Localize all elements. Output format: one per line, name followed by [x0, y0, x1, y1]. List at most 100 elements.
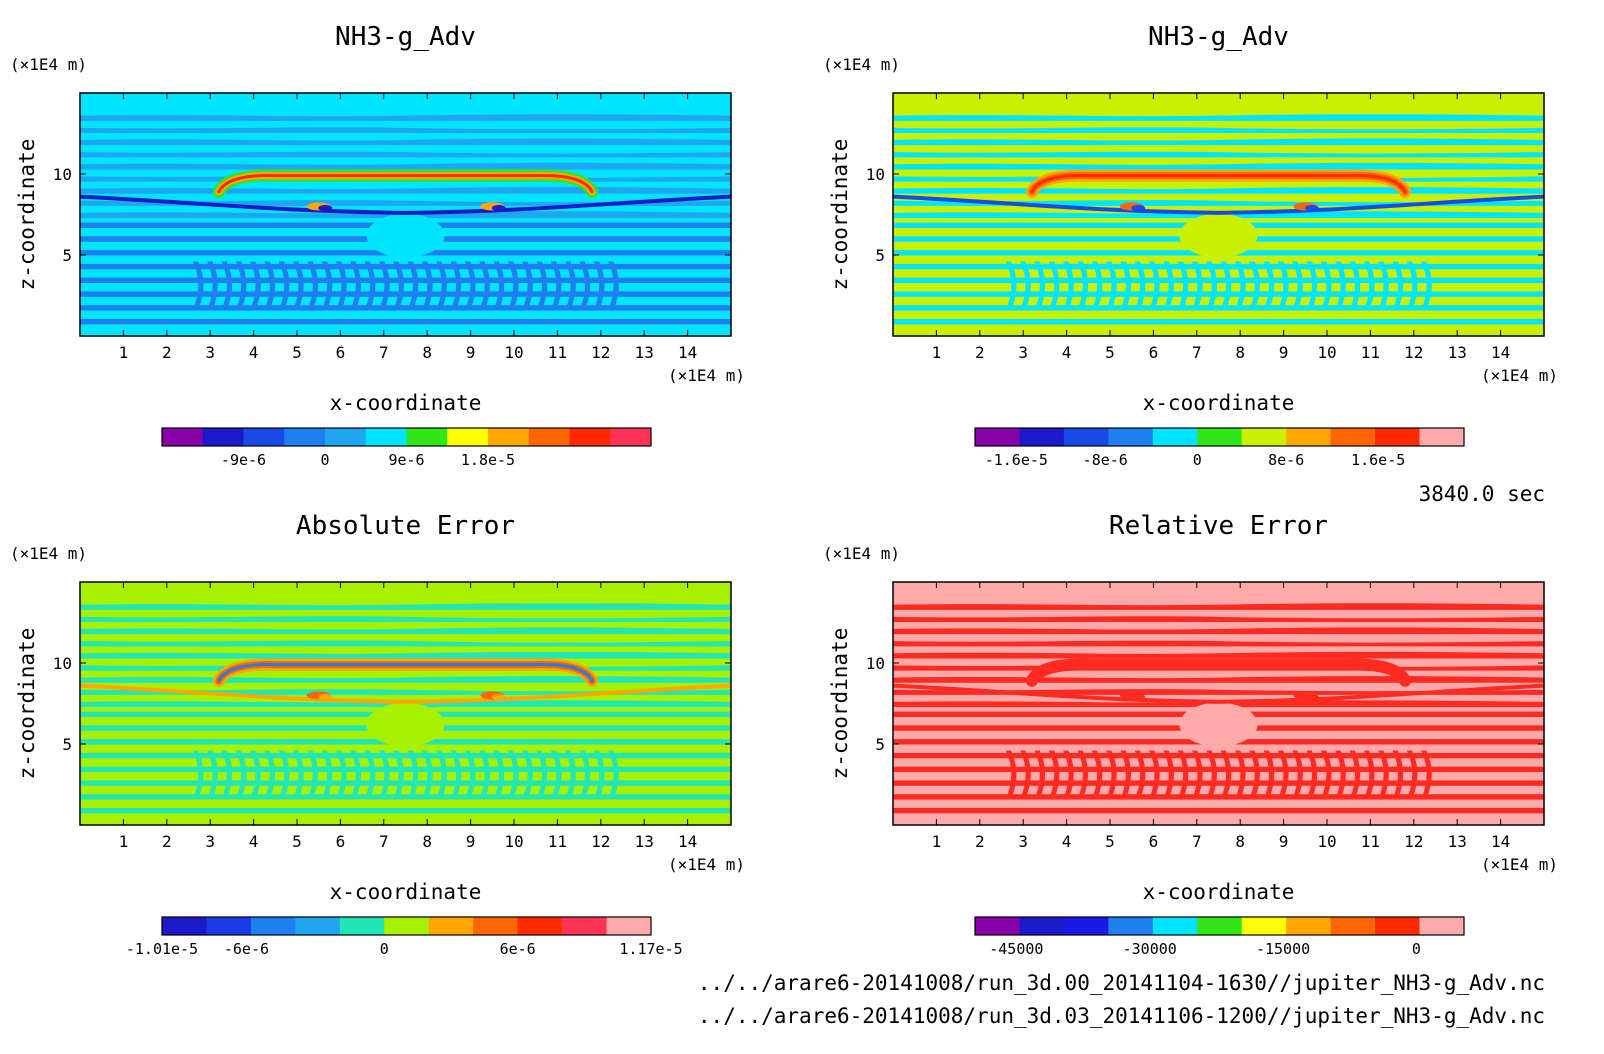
colorbar-swatch	[1063, 428, 1109, 446]
vertical-stripe	[336, 750, 347, 800]
stripe-band	[80, 263, 731, 270]
vertical-stripe	[1034, 750, 1046, 800]
x-tick-label: 9	[466, 343, 476, 362]
x-tick-label: 5	[292, 832, 302, 851]
vertical-stripe	[1378, 750, 1389, 800]
time-label: 3840.0 sec	[1419, 482, 1545, 506]
colorbar-tick-label: 8e-6	[1268, 451, 1304, 469]
jet-line	[893, 194, 1544, 215]
vertical-stripe	[550, 261, 562, 311]
vertical-stripe	[421, 750, 433, 800]
colorbar-swatch	[975, 917, 1020, 935]
x-unit-label: (×1E4 m)	[668, 366, 745, 385]
vertical-stripe	[1034, 261, 1046, 311]
vertical-stripe	[1192, 261, 1203, 311]
stripe-band	[893, 766, 1544, 773]
vertical-stripe	[1292, 261, 1303, 311]
x-tick-label: 3	[1018, 832, 1028, 851]
vertical-stripe	[235, 261, 247, 311]
x-tick-label: 2	[975, 832, 985, 851]
vertical-stripe	[1163, 261, 1175, 311]
x-tick-label: 1	[119, 343, 129, 362]
stripe-band	[80, 318, 731, 325]
vertical-stripe	[207, 261, 218, 311]
vertical-stripe	[1091, 261, 1103, 311]
vertical-stripe	[407, 261, 419, 311]
y-tick-label: 10	[53, 165, 72, 184]
vertical-stripe	[1177, 261, 1189, 311]
vertical-stripe	[1134, 750, 1146, 800]
vertical-stripe	[1020, 261, 1031, 311]
vertical-stripe	[1077, 750, 1089, 800]
x-tick-label: 13	[635, 832, 654, 851]
x-tick-label: 13	[1448, 832, 1467, 851]
colorbar-frame	[974, 916, 1465, 936]
vertical-stripe	[1249, 261, 1260, 311]
colorbar-tick-label: -9e-6	[221, 451, 266, 469]
vertical-stripe	[1120, 750, 1132, 800]
eddy-core	[318, 694, 333, 701]
vertical-stripe	[522, 750, 533, 800]
vertical-stripe	[1335, 261, 1346, 311]
stripe-band	[80, 200, 731, 206]
stripe-band	[80, 676, 731, 683]
vertical-stripe	[479, 261, 490, 311]
stripe-band	[893, 603, 1544, 610]
x-tick-label: 7	[379, 343, 389, 362]
colorbar-tick-label: -6e-6	[224, 940, 269, 958]
colorbar-swatch	[339, 917, 385, 935]
colorbar-swatch	[1419, 917, 1465, 935]
x-axis-label: x-coordinate	[330, 391, 482, 415]
x-tick-label: 7	[1192, 832, 1202, 851]
stripe-band	[893, 780, 1544, 786]
vertical-stripe	[579, 750, 591, 800]
x-tick-label: 14	[1491, 832, 1510, 851]
colorbar-tick-label: -1.01e-5	[126, 940, 198, 958]
y-tick-label: 5	[875, 246, 885, 265]
colorbar-tick-label: 1.6e-5	[1351, 451, 1405, 469]
colorbar-swatch	[428, 917, 474, 935]
vertical-stripe	[278, 261, 290, 311]
x-tick-label: 8	[1235, 343, 1245, 362]
x-tick-label: 6	[336, 343, 346, 362]
vertical-stripe	[321, 261, 333, 311]
colorbar-swatch	[1330, 917, 1376, 935]
vertical-stripe	[1206, 750, 1217, 800]
x-tick-label: 6	[336, 832, 346, 851]
x-tick-label: 1	[119, 832, 129, 851]
vertical-stripe	[1234, 261, 1246, 311]
vertical-stripe	[507, 261, 519, 311]
x-tick-label: 9	[466, 832, 476, 851]
stripe-band	[893, 676, 1544, 683]
vertical-stripe	[264, 261, 276, 311]
colorbar-swatch	[1197, 917, 1243, 935]
stripe-band	[893, 277, 1544, 284]
colorbar-swatch	[975, 428, 1020, 446]
vertical-stripe	[393, 261, 404, 311]
contour-field	[893, 582, 1544, 825]
x-tick-label: 11	[1361, 832, 1380, 851]
colorbar-tick-label: 0	[320, 451, 329, 469]
vertical-stripe	[507, 750, 519, 800]
colorbar-swatch	[162, 917, 207, 935]
vertical-stripe	[1421, 261, 1432, 311]
vertical-stripe	[522, 261, 533, 311]
eddy-core	[318, 205, 333, 212]
vertical-stripe	[1292, 750, 1303, 800]
y-unit-label: (×1E4 m)	[823, 544, 900, 563]
vertical-stripe	[207, 750, 218, 800]
colorbar-swatch	[202, 428, 244, 446]
y-axis-label: z-coordinate	[828, 628, 852, 780]
vertical-stripe	[293, 750, 304, 800]
vertical-stripe	[1378, 261, 1389, 311]
colorbar-swatch	[295, 917, 341, 935]
x-tick-label: 2	[162, 343, 172, 362]
y-tick-label: 5	[62, 735, 72, 754]
vertical-stripe	[1249, 750, 1260, 800]
x-tick-label: 4	[249, 343, 259, 362]
colorbar-swatch	[1019, 917, 1065, 935]
vertical-stripe	[1048, 750, 1060, 800]
colorbar-swatch	[1330, 428, 1376, 446]
